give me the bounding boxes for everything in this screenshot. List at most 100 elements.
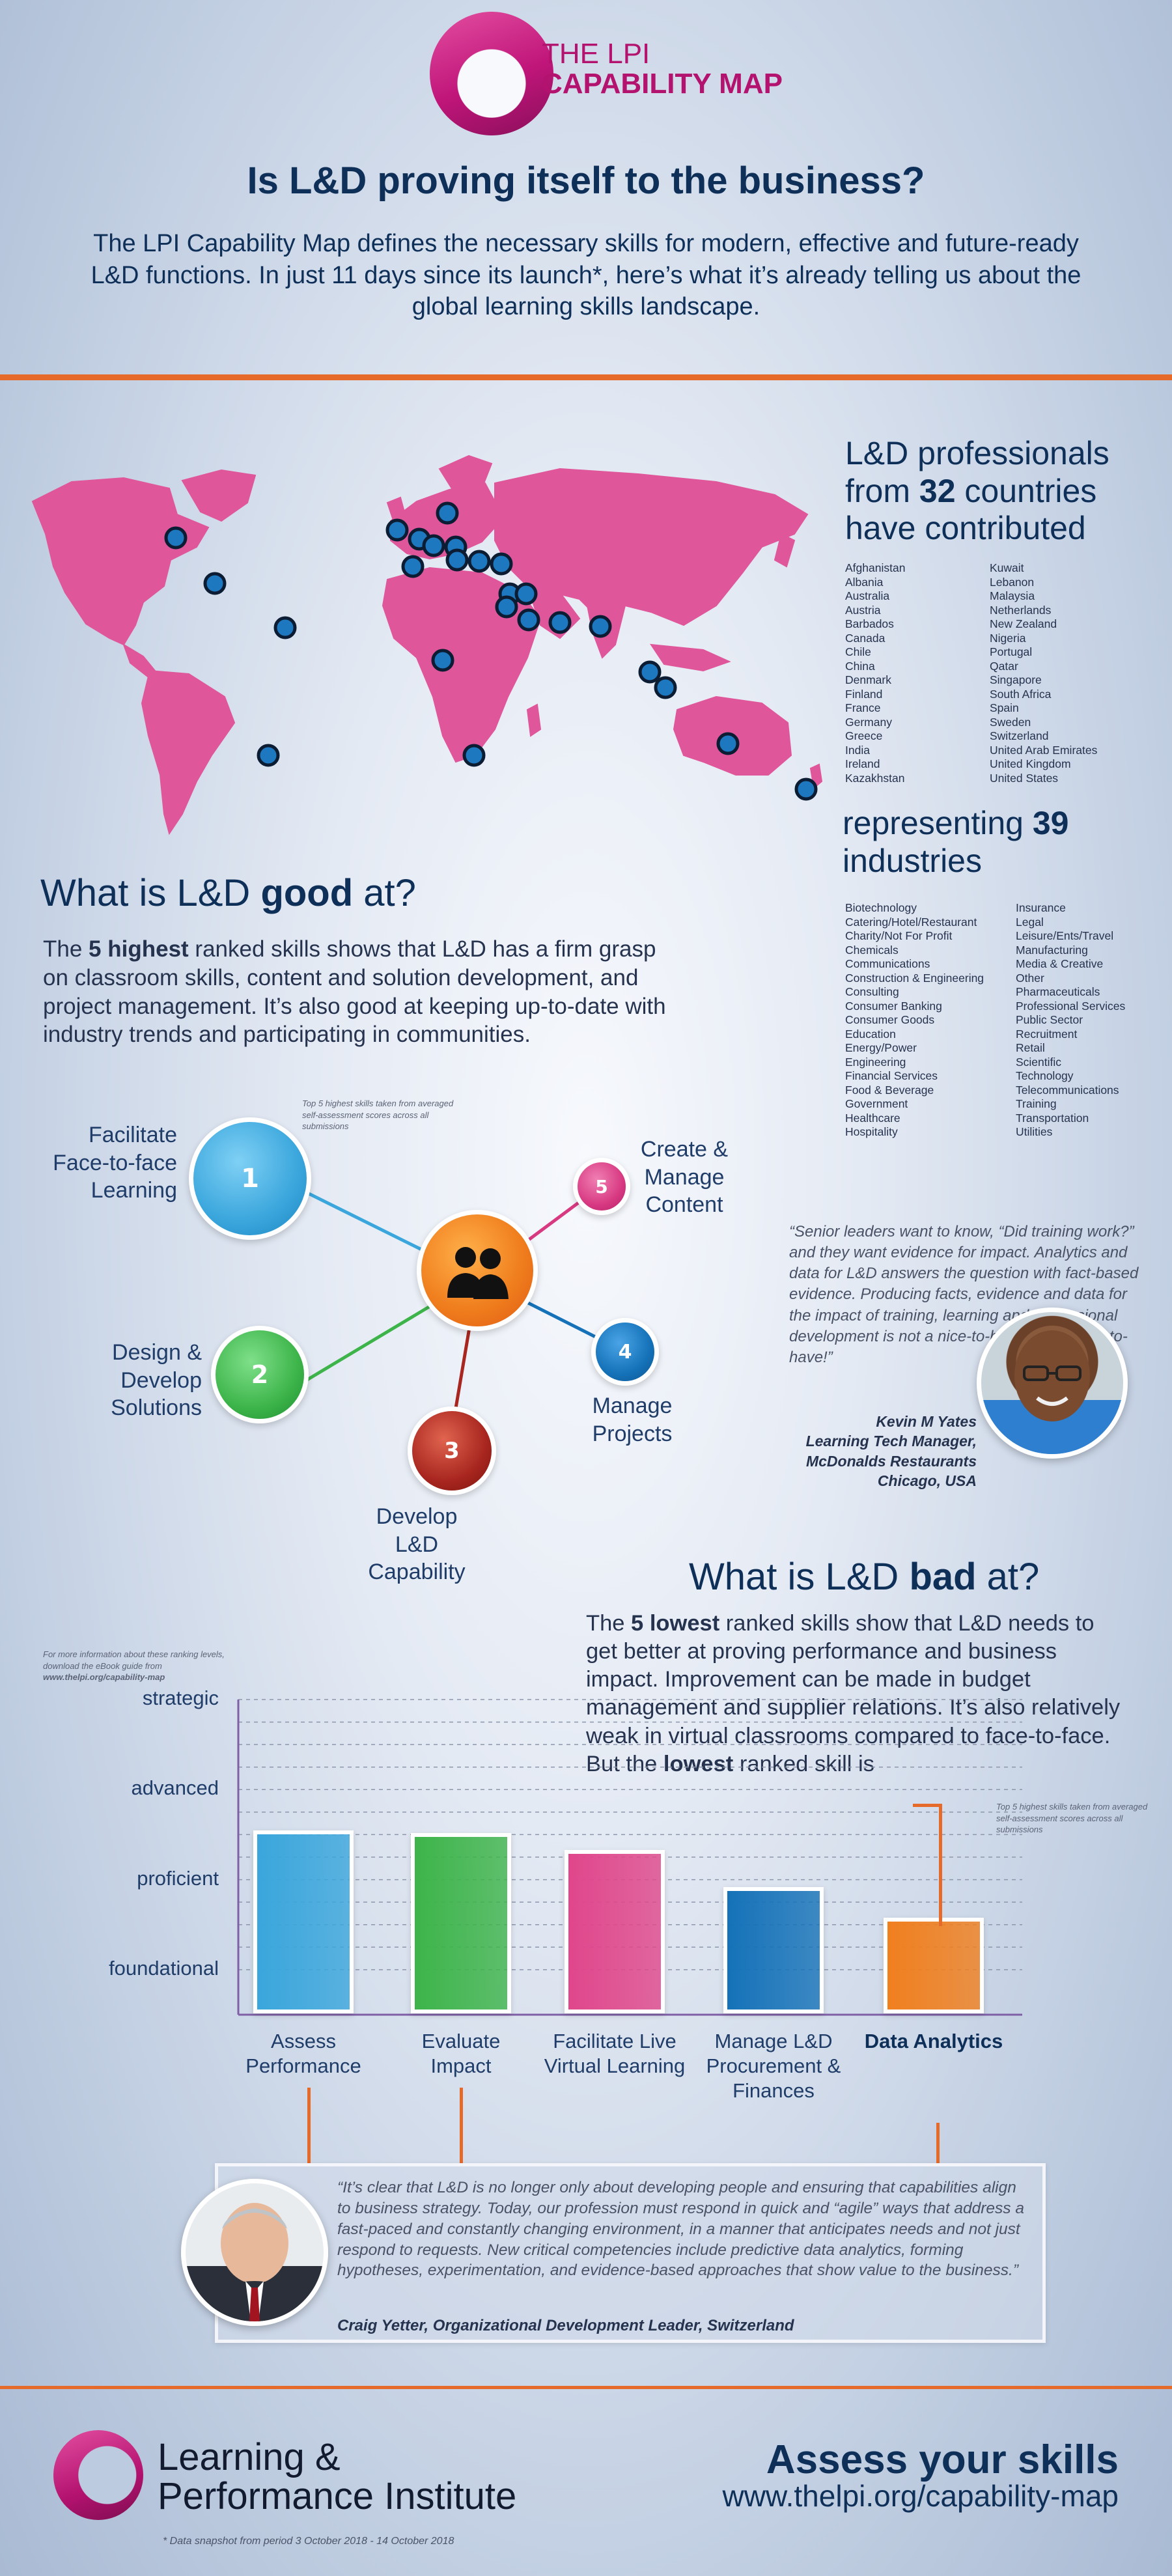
- list-item: Barbados: [845, 617, 894, 630]
- people-icon: [447, 1247, 509, 1299]
- list-item: Consumer Goods: [845, 1013, 935, 1026]
- list-item: Charity/Not For Profit: [845, 929, 953, 942]
- connector-evaluate: [460, 2088, 463, 2163]
- bad-body-post: ranked skill is: [733, 1751, 874, 1776]
- list-item: Technology: [1016, 1069, 1074, 1082]
- bad-body-pre: The: [586, 1611, 632, 1636]
- bad-body-bold2: lowest: [663, 1751, 734, 1776]
- org-line2: Performance Institute: [158, 2474, 517, 2517]
- good-source-note: Top 5 highest skills taken from averaged…: [302, 1099, 454, 1132]
- skill-circle-1: 1: [189, 1117, 311, 1240]
- yates-title: Learning Tech Manager,: [805, 1433, 977, 1450]
- more-info-note: For more information about these ranking…: [43, 1649, 251, 1683]
- skill-label-4: Manage Projects: [592, 1393, 673, 1446]
- list-item: Greece: [845, 729, 883, 742]
- list-item: Hospitality: [845, 1125, 898, 1138]
- skill-label-5: Create & Manage Content: [640, 1137, 729, 1217]
- logo-line1: THE LPI: [542, 38, 650, 70]
- list-item: Utilities: [1016, 1125, 1053, 1138]
- list-item: Manufacturing: [1016, 943, 1088, 957]
- list-item: Recruitment: [1016, 1027, 1078, 1041]
- header-divider: [0, 374, 1172, 380]
- skill-num-3: 3: [444, 1438, 460, 1464]
- list-item: Portugal: [990, 645, 1033, 658]
- list-item: Government: [845, 1097, 908, 1110]
- list-item: Public Sector: [1016, 1013, 1083, 1026]
- list-item: Singapore: [990, 673, 1042, 686]
- list-item: Consulting: [845, 985, 899, 998]
- org-line1: Learning &: [158, 2436, 341, 2478]
- list-item: Nigeria: [990, 631, 1026, 645]
- list-item: Consumer Banking: [845, 999, 942, 1013]
- good-body-pre: The: [43, 936, 89, 962]
- list-item: Other: [1016, 971, 1044, 985]
- quote-yetter-attribution: Craig Yetter, Organizational Development…: [337, 2317, 794, 2334]
- list-item: Lebanon: [990, 575, 1035, 589]
- list-item: United Kingdom: [990, 757, 1071, 770]
- list-item: Healthcare: [845, 1111, 900, 1125]
- data-snapshot-footnote: * Data snapshot from period 3 October 20…: [163, 2536, 454, 2547]
- list-item: Spain: [990, 701, 1019, 714]
- connector-assess: [307, 2088, 311, 2163]
- list-item: United Arab Emirates: [990, 743, 1098, 757]
- quote-yates-attribution: Kevin M Yates Learning Tech Manager, McD…: [716, 1412, 977, 1491]
- quote-yetter: “It’s clear that L&D is no longer only a…: [337, 2179, 1024, 2280]
- industries-heading-pre: representing: [843, 805, 1033, 841]
- skill-label-3: Develop L&D Capability: [368, 1504, 466, 1584]
- countries-heading: L&D professionals from 32 countries have…: [845, 435, 1145, 548]
- skill-label-2: Design & Develop Solutions: [111, 1340, 202, 1420]
- bad-body-mid: ranked skills show that L&D needs to get…: [586, 1611, 1121, 1776]
- list-item: United States: [990, 771, 1059, 785]
- chart-x-label: Assess Performance: [245, 2030, 361, 2078]
- good-body-post: ranked skills shows that L&D has a firm …: [43, 936, 666, 1048]
- list-item: Switzerland: [990, 729, 1049, 742]
- list-item: Professional Services: [1016, 999, 1126, 1013]
- portrait-person-icon: [208, 2203, 301, 2321]
- craig-yetter-photo: [181, 2179, 328, 2326]
- lpi-footer-logo-icon: [53, 2430, 143, 2520]
- yates-place: Chicago, USA: [877, 1472, 977, 1490]
- chart-x-label: Facilitate Live Virtual Learning: [544, 2030, 686, 2078]
- countries-count: 32: [919, 472, 956, 509]
- chart-x-label: Data Analytics: [864, 2030, 1003, 2052]
- list-item: New Zealand: [990, 617, 1057, 630]
- skills-hub: [417, 1210, 538, 1331]
- yates-name: Kevin M Yates: [876, 1413, 977, 1430]
- countries-heading-pre: L&D professionals from: [845, 435, 1109, 509]
- list-item: Afghanistan: [845, 561, 906, 574]
- footer-divider: [0, 2386, 1172, 2389]
- list-item: Leisure/Ents/Travel: [1016, 929, 1114, 942]
- list-item: Education: [845, 1027, 896, 1041]
- intro-text: The LPI Capability Map defines the neces…: [91, 230, 1081, 321]
- list-item: Australia: [845, 589, 890, 602]
- list-item: Albania: [845, 575, 884, 589]
- skill-circle-3: 3: [408, 1407, 496, 1495]
- industries-heading-post: industries: [843, 842, 982, 879]
- list-item: Scientific: [1016, 1055, 1062, 1069]
- list-item: Canada: [845, 631, 886, 645]
- lpi-footer-name: Learning & Performance Institute: [158, 2438, 516, 2515]
- good-heading-post: at?: [353, 872, 416, 914]
- more-info-url: www.thelpi.org/capability-map: [43, 1672, 165, 1683]
- list-item: Retail: [1016, 1041, 1045, 1054]
- list-item: Germany: [845, 715, 892, 729]
- logo-line2: CAPABILITY MAP: [542, 68, 783, 100]
- chart-y-label: advanced: [131, 1776, 219, 1800]
- list-item: Construction & Engineering: [845, 971, 984, 985]
- connector-data-analytics: [936, 2123, 940, 2163]
- list-item: Media & Creative: [1016, 957, 1104, 970]
- chart-bar: [565, 1849, 665, 2013]
- world-map: [31, 455, 823, 835]
- chart-x-label: Evaluate Impact: [421, 2030, 501, 2078]
- industries-list-col2: Insurance Legal Leisure/Ents/Travel Manufac…: [1016, 901, 1125, 1140]
- portrait-glasses-icon: [1007, 1330, 1097, 1454]
- skill-num-2: 2: [251, 1360, 269, 1389]
- bad-heading-post: at?: [976, 1556, 1040, 1598]
- list-item: India: [845, 743, 870, 757]
- list-item: Chemicals: [845, 943, 899, 957]
- list-item: Netherlands: [990, 603, 1052, 617]
- skill-circle-4: 4: [591, 1318, 659, 1386]
- industries-heading: representing 39 industries: [843, 805, 1142, 880]
- connector-lowest-horizontal: [913, 1804, 942, 1807]
- capability-map-link[interactable]: www.thelpi.org/capability-map: [722, 2479, 1119, 2513]
